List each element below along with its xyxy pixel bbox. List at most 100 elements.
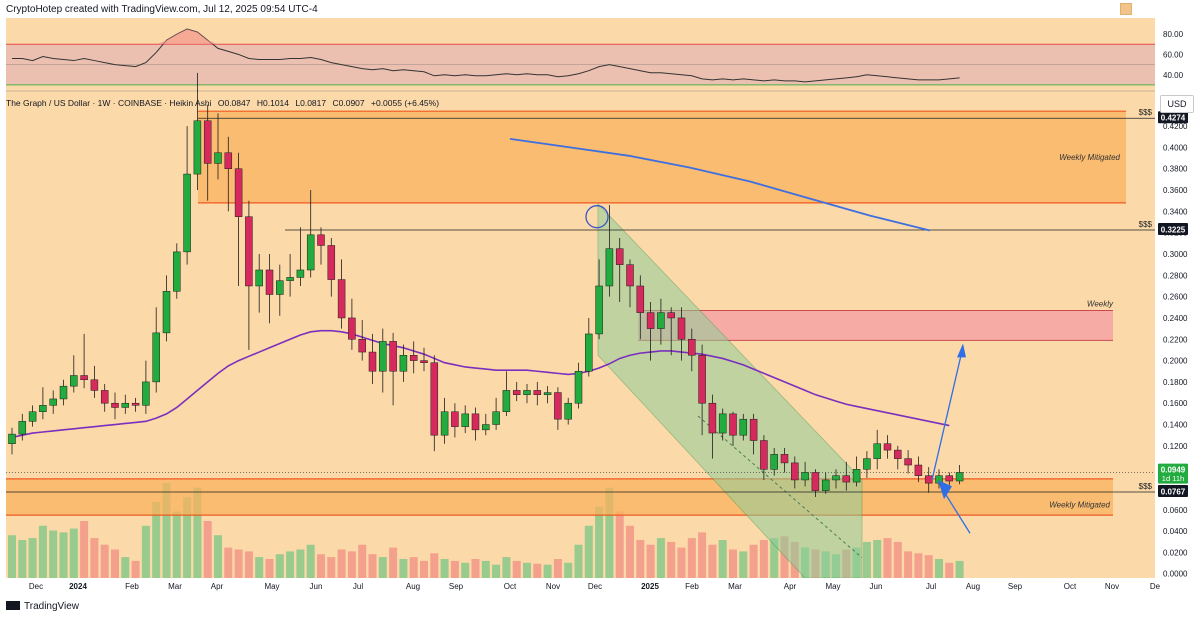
- time-tick-label: Apr: [211, 582, 224, 591]
- volume-bar: [8, 535, 16, 578]
- volume-bar: [708, 544, 717, 578]
- volume-bar: [193, 487, 202, 578]
- volume-bar: [450, 560, 459, 578]
- candle-body: [615, 248, 624, 265]
- candle-body: [121, 402, 130, 408]
- volume-bar: [59, 532, 68, 578]
- candle-body: [430, 362, 439, 436]
- price-tick-label: 0.2600: [1163, 293, 1188, 302]
- candle-body: [554, 392, 562, 420]
- candle-body: [811, 472, 820, 491]
- volume-bar: [893, 541, 902, 578]
- price-tick-label: 0.1400: [1163, 421, 1188, 430]
- volume-bar: [605, 487, 614, 578]
- volume-bar: [780, 536, 789, 578]
- candle-body: [224, 152, 233, 169]
- price-tick-label: 0.0600: [1163, 506, 1188, 515]
- volume-bar: [38, 525, 47, 578]
- candle-body: [214, 152, 222, 164]
- candle-body: [708, 402, 717, 434]
- candle-body: [646, 312, 655, 329]
- candle-body: [924, 475, 933, 484]
- volume-bar: [69, 528, 78, 578]
- ohlc-change: +0.0055 (+6.45%): [371, 98, 440, 108]
- candle-body: [409, 355, 418, 361]
- volume-bar: [924, 555, 933, 578]
- zone-label-bottom: Weekly Mitigated: [1049, 500, 1110, 509]
- price-tick-label: 0.3600: [1163, 186, 1188, 195]
- zone-weekly-mitigated-top: [198, 111, 1126, 203]
- pointer-arrowhead: [938, 479, 952, 500]
- time-tick-label: Aug: [966, 582, 980, 591]
- bullish-arrowhead: [957, 343, 966, 358]
- volume-bar: [461, 562, 470, 578]
- candle-body: [873, 443, 881, 459]
- level-tag: 0.3225: [1161, 226, 1186, 235]
- price-tick-label: 0.3000: [1163, 250, 1188, 259]
- volume-bar: [224, 547, 233, 578]
- candle-body: [760, 440, 768, 470]
- candle-body: [173, 251, 181, 292]
- candle-body: [543, 392, 552, 395]
- time-tick-label: 2025: [641, 582, 659, 591]
- time-tick-label: 2024: [69, 582, 87, 591]
- time-tick-label: Dec: [29, 582, 43, 591]
- price-chart[interactable]: 80.00 60.00 40.00 Weekly Mitigated Weekly Wee…: [0, 18, 1200, 596]
- candle-body: [379, 341, 387, 372]
- candle-body: [193, 120, 202, 175]
- candle-body: [276, 280, 284, 295]
- time-tick-label: Nov: [546, 582, 560, 591]
- volume-bar: [49, 530, 58, 578]
- camera-icon[interactable]: [1120, 3, 1132, 15]
- price-tick-label: 0.2200: [1163, 335, 1188, 344]
- candle-body: [657, 312, 665, 329]
- candle-body: [585, 333, 593, 372]
- ohlc-high: H0.1014: [256, 98, 289, 108]
- volume-bar: [306, 544, 315, 578]
- candle-body: [677, 317, 686, 340]
- time-tick-label: Aug: [406, 582, 420, 591]
- candle-body: [358, 339, 366, 353]
- volume-bar: [399, 559, 408, 578]
- volume-bar: [512, 560, 521, 578]
- volume-bar: [378, 557, 387, 578]
- candle-body: [368, 351, 377, 372]
- candle-body: [533, 390, 542, 395]
- candle-body: [935, 475, 943, 484]
- volume-bar: [574, 544, 583, 578]
- candle-body: [832, 475, 840, 481]
- volume-bar: [533, 563, 542, 578]
- level-label: $$$: [1139, 482, 1153, 491]
- candle-body: [914, 464, 923, 476]
- candle-body: [389, 341, 397, 372]
- candle-body: [626, 264, 634, 287]
- candle-body: [80, 375, 88, 381]
- candle-body: [255, 269, 263, 287]
- volume-bar: [121, 557, 130, 578]
- candle-body: [18, 421, 27, 435]
- tradingview-logo-icon: [6, 601, 20, 610]
- candle-body: [471, 413, 480, 431]
- channel-midline: [697, 415, 863, 559]
- volume-bar: [162, 483, 171, 578]
- volume-bar: [286, 551, 295, 578]
- price-tick-label: 0.1600: [1163, 399, 1188, 408]
- candle-body: [605, 248, 614, 287]
- currency-button[interactable]: USD: [1160, 95, 1194, 113]
- price-tick-label: 0.1200: [1163, 442, 1188, 451]
- volume-bar: [492, 564, 501, 578]
- volume-bar: [430, 553, 439, 578]
- volume-bar: [615, 511, 624, 578]
- candle-body: [70, 375, 78, 387]
- level-label: $$$: [1139, 108, 1153, 117]
- volume-bar: [337, 549, 346, 578]
- time-tick-label: De: [1150, 582, 1161, 591]
- candle-body: [770, 454, 778, 470]
- candle-body: [852, 469, 861, 483]
- candle-body: [59, 385, 68, 400]
- price-axis-bg: [1155, 92, 1200, 578]
- volume-bar: [698, 532, 707, 578]
- volume-bar: [420, 560, 428, 578]
- volume-bar: [347, 551, 356, 578]
- volume-bar: [626, 525, 634, 578]
